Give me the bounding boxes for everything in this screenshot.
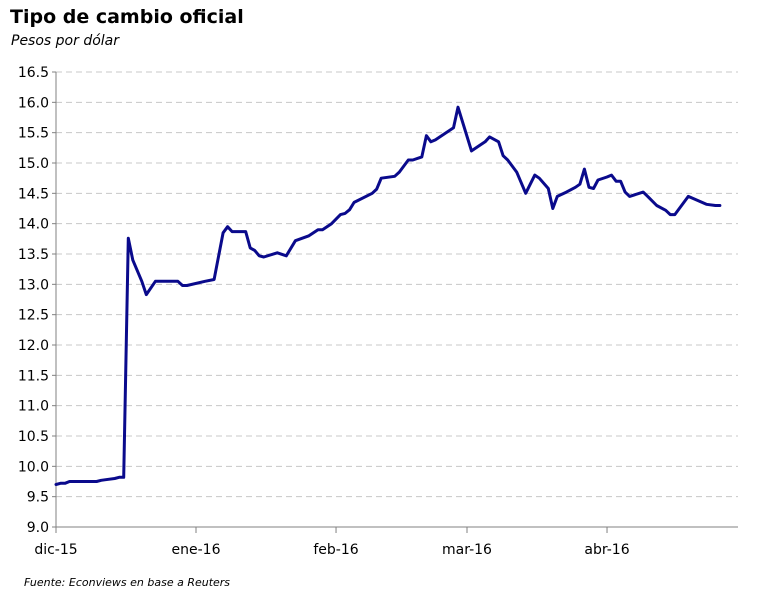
y-tick-label: 13.5 [18, 247, 49, 263]
series-line [54, 105, 722, 486]
y-tick-label: 10.0 [18, 459, 49, 475]
y-tick-label: 15.0 [18, 156, 49, 172]
y-tick-label: 16.0 [18, 95, 49, 111]
y-tick-label: 11.5 [18, 368, 49, 384]
y-tick-label: 13.0 [18, 277, 49, 293]
y-tick-label: 10.5 [18, 429, 49, 445]
x-tick-label: mar-16 [442, 542, 492, 558]
x-tick-label: ene-16 [172, 542, 221, 558]
series-group [54, 105, 722, 486]
x-axis: dic-15 ene-16 feb-16 mar-16 abr-16 [34, 526, 738, 558]
gridlines [56, 71, 738, 498]
y-axis: 9.0 9.5 10.0 10.5 11.0 11.5 12.0 12.5 13.0 13.5 14… [18, 65, 57, 536]
y-tick-label: 14.5 [18, 186, 49, 202]
y-tick-label: 16.5 [18, 65, 49, 81]
y-tick-label: 15.5 [18, 126, 49, 142]
x-tick-label: abr-16 [584, 542, 629, 558]
y-tick-label: 9.0 [27, 520, 49, 536]
source-note: Fuente: Econviews en base a Reuters [24, 576, 231, 589]
y-tick-label: 11.0 [18, 399, 49, 415]
y-tick-label: 12.0 [18, 338, 49, 354]
y-tick-label: 14.0 [18, 217, 49, 233]
chart-title: Tipo de cambio oficial [10, 6, 244, 28]
y-tick-label: 12.5 [18, 308, 49, 324]
x-tick-label: dic-15 [34, 542, 77, 558]
x-tick-label: feb-16 [313, 542, 358, 558]
chart-subtitle: Pesos por dólar [11, 33, 119, 49]
y-tick-label: 9.5 [27, 490, 49, 506]
